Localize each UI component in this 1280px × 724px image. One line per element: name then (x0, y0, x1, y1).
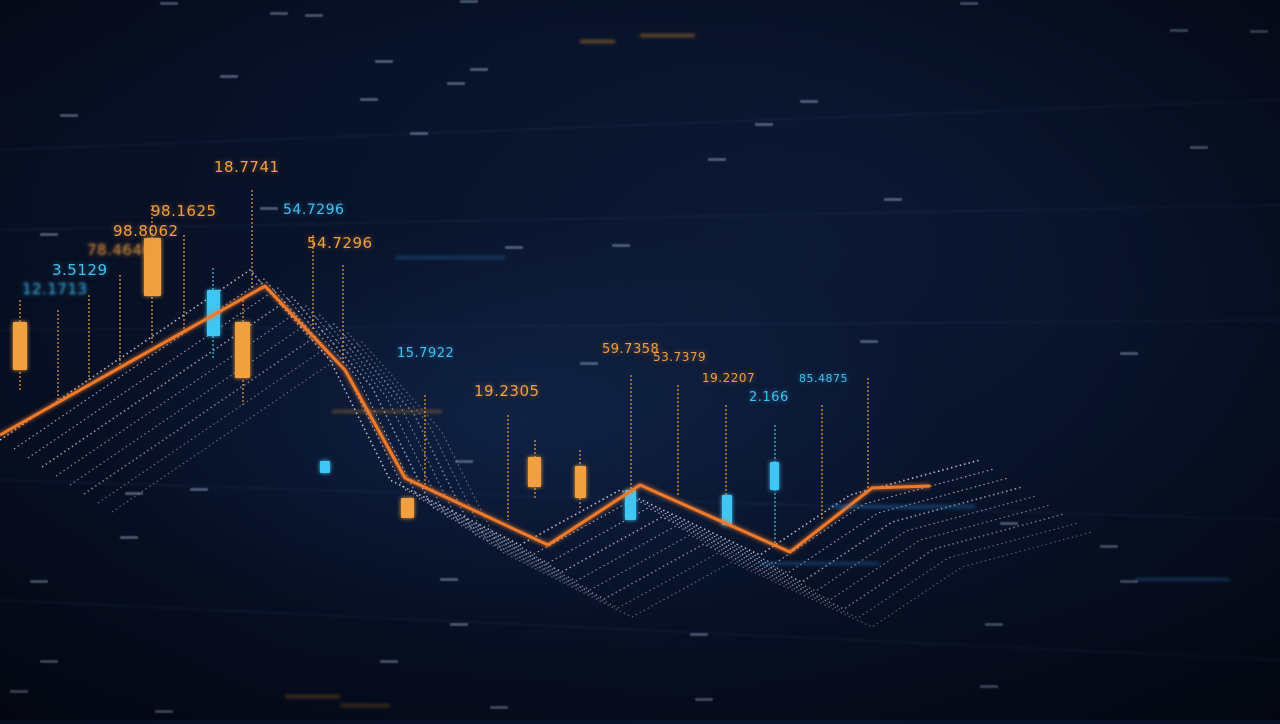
value-label: 12.1713 (22, 280, 88, 298)
background-speck (380, 660, 398, 663)
value-label: 85.4875 (799, 372, 848, 385)
ribbon-line (13, 278, 995, 565)
background-speck (460, 0, 478, 3)
blurred-bar (580, 40, 615, 43)
background-speck (410, 132, 428, 135)
value-label: 54.7296 (283, 202, 345, 218)
blurred-bar (285, 695, 340, 698)
background-speck (1190, 146, 1208, 149)
candle-body (528, 457, 541, 487)
background-speck (450, 623, 468, 626)
background-speck (860, 340, 878, 343)
value-label: 15.7922 (397, 346, 455, 361)
candle-body (625, 490, 636, 520)
background-speck (360, 98, 378, 101)
background-speck (690, 633, 708, 636)
value-label: 2.166 (749, 390, 789, 405)
value-label: 98.8062 (113, 222, 179, 240)
orange-trend-line (0, 284, 931, 554)
background-speck (220, 75, 238, 78)
background-speck (960, 2, 978, 5)
background-speck (125, 492, 143, 495)
value-label: 53.7379 (653, 350, 707, 364)
value-label: 19.2207 (702, 371, 756, 385)
background-speck (260, 207, 278, 210)
background-speck (447, 82, 465, 85)
candle-body (770, 462, 779, 490)
blurred-bar (640, 34, 695, 37)
background-speck (1000, 522, 1018, 525)
blurred-bar (830, 505, 975, 508)
background-speck (155, 710, 173, 713)
value-label: 19.2305 (474, 382, 540, 400)
ribbon-line (97, 332, 1079, 619)
value-label: 78.4646 (87, 241, 153, 259)
background-speck (505, 246, 523, 249)
background-speck (800, 100, 818, 103)
background-speck (580, 362, 598, 365)
candlesticks (13, 238, 779, 525)
background-speck (884, 198, 902, 201)
background-speck (455, 460, 473, 463)
background-speck (1250, 30, 1268, 33)
value-label: 3.5129 (52, 261, 108, 279)
background-speck (612, 244, 630, 247)
background-speck (1100, 545, 1118, 548)
blurred-bar (332, 410, 442, 413)
background-speck (755, 123, 773, 126)
background-speck (490, 706, 508, 709)
ribbon-line (83, 322, 1065, 610)
value-label: 54.7296 (307, 234, 373, 252)
value-label: 98.1625 (151, 202, 217, 220)
background-speck (375, 60, 393, 63)
background-speck (695, 698, 713, 701)
candle-body (235, 322, 250, 378)
blurred-bar (395, 256, 505, 259)
candle-body (575, 466, 586, 498)
background-speck (980, 685, 998, 688)
candle-body (207, 290, 220, 336)
ribbon-line (27, 287, 1009, 574)
candle-body (401, 498, 414, 518)
background-speck (190, 488, 208, 491)
background-speck (60, 114, 78, 117)
value-label: 18.7741 (214, 158, 280, 176)
ribbon-line (111, 341, 1093, 628)
background-speck (305, 14, 323, 17)
ribbon-line (69, 314, 1051, 601)
background-speck (160, 2, 178, 5)
background-speck (40, 660, 58, 663)
background-speck (708, 158, 726, 161)
ribbon-line (41, 295, 1023, 583)
value-label: 59.7358 (602, 342, 660, 357)
background-speck (270, 12, 288, 15)
blurred-bar (340, 704, 390, 707)
blurred-bar (1135, 578, 1230, 581)
ribbon-line (55, 305, 1037, 592)
background-speck (440, 578, 458, 581)
background-speck (985, 623, 1003, 626)
blurred-bar (760, 562, 880, 565)
background-speck (470, 68, 488, 71)
background-speck (30, 580, 48, 583)
candle-body (320, 461, 330, 473)
background-speck (40, 233, 58, 236)
background-speck (120, 536, 138, 539)
candle-body (722, 495, 732, 525)
background-speck (1120, 580, 1138, 583)
background-speck (1120, 352, 1138, 355)
background-speck (10, 690, 28, 693)
candle-body (144, 238, 161, 296)
candle-body (13, 322, 27, 370)
background-speck (1170, 29, 1188, 32)
